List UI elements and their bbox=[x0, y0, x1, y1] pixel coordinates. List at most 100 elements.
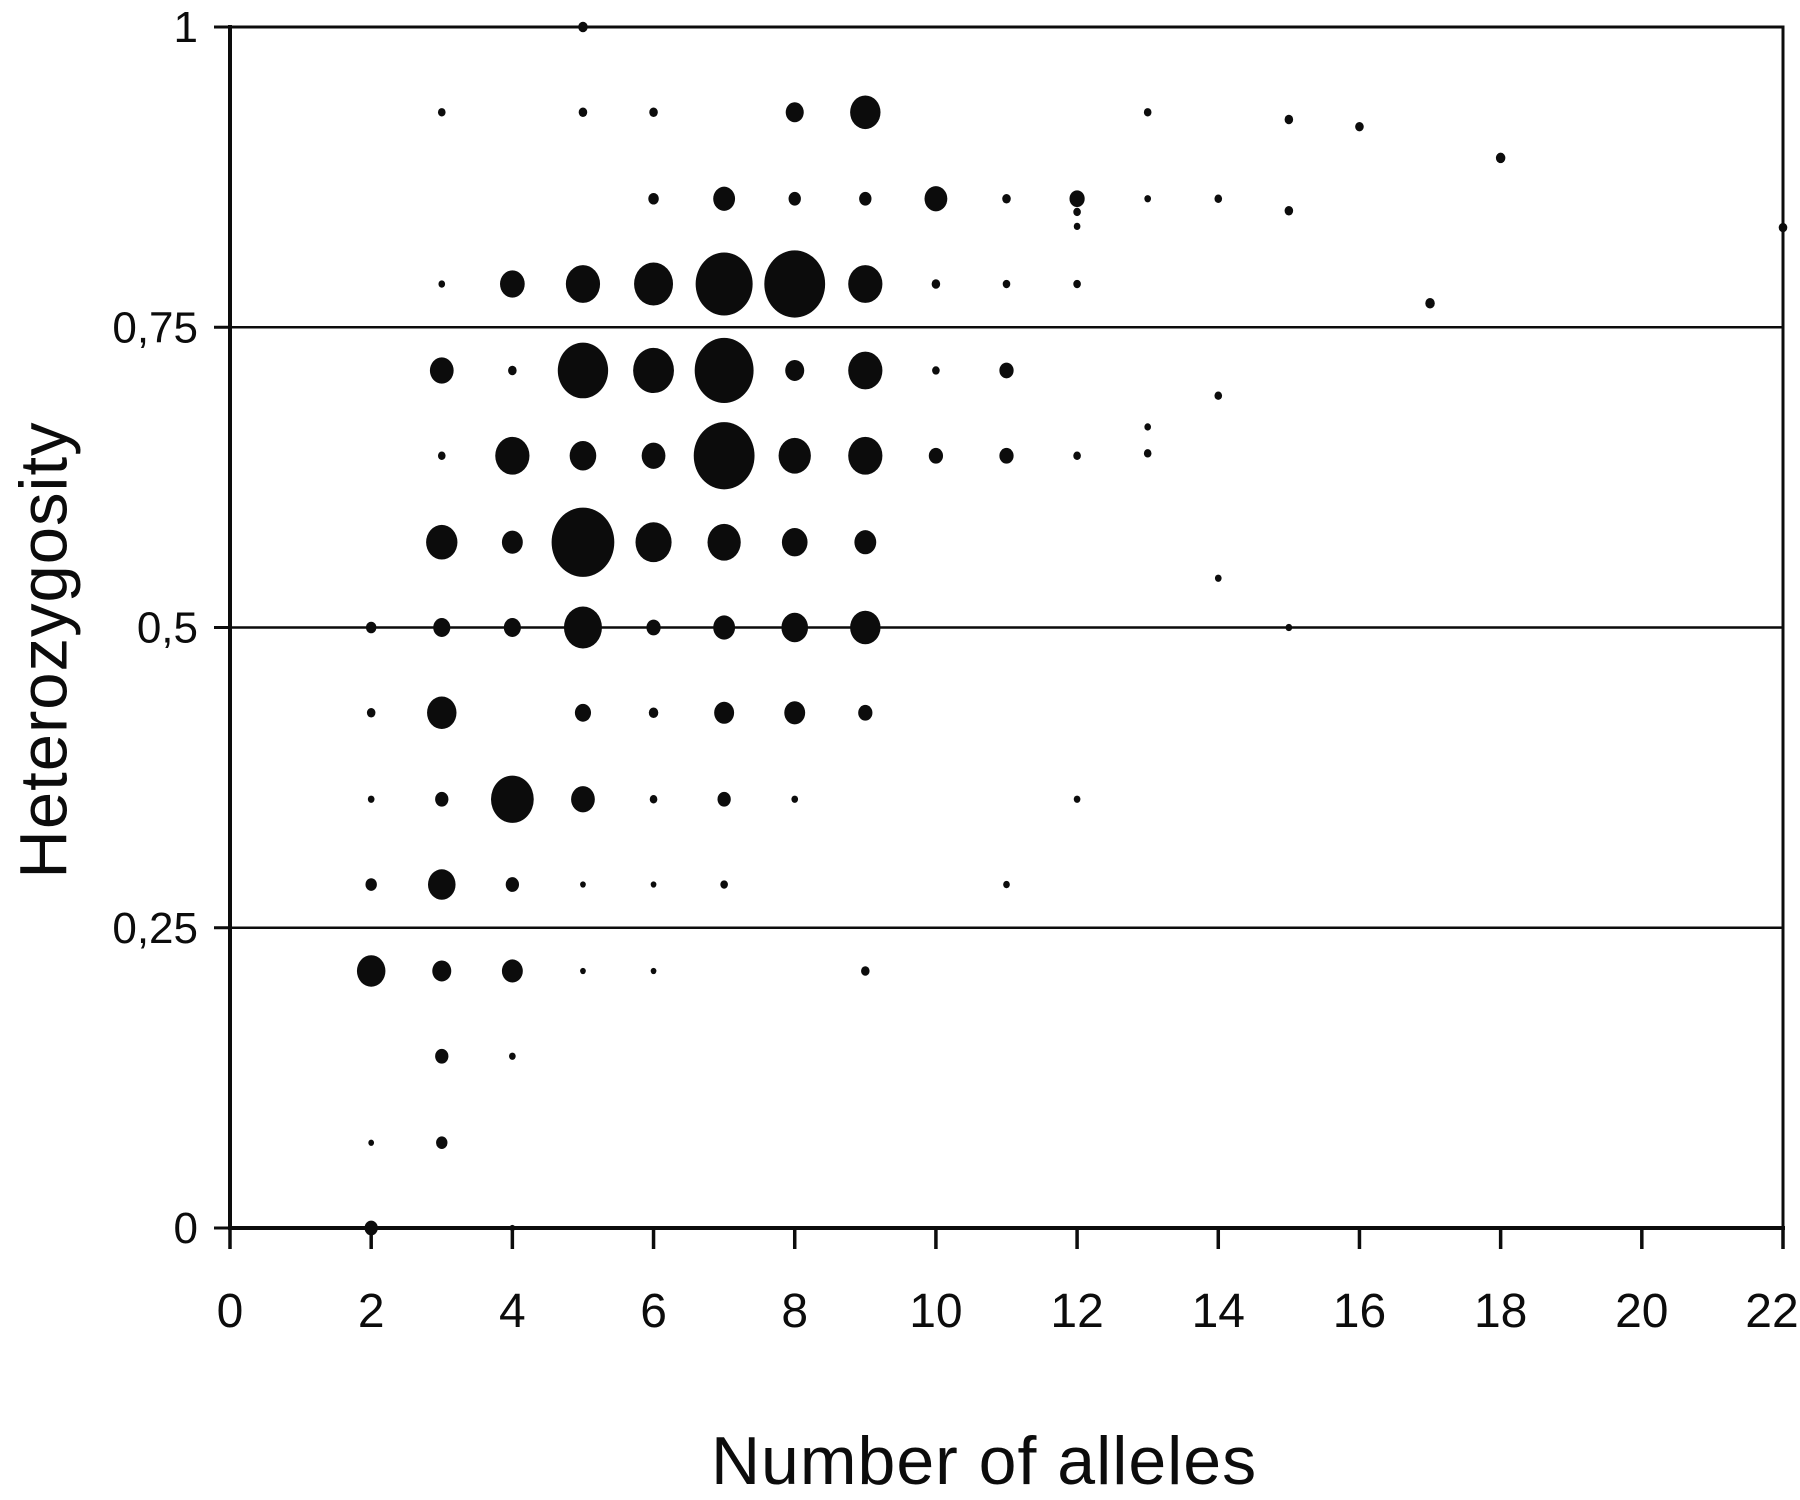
data-point bbox=[356, 955, 386, 987]
data-point bbox=[1144, 195, 1152, 203]
data-point bbox=[436, 1136, 448, 1150]
data-point bbox=[650, 967, 657, 975]
data-point bbox=[924, 186, 948, 212]
data-point bbox=[437, 108, 446, 117]
data-point bbox=[931, 279, 941, 289]
data-point bbox=[503, 618, 521, 637]
data-point bbox=[850, 95, 881, 130]
x-tick-label: 2 bbox=[358, 1285, 385, 1338]
data-point bbox=[854, 530, 877, 555]
data-point bbox=[693, 422, 755, 490]
x-tick-label: 8 bbox=[781, 1285, 808, 1338]
data-point bbox=[437, 451, 446, 460]
data-point bbox=[1073, 222, 1081, 231]
data-point bbox=[764, 250, 826, 318]
x-tick-label: 0 bbox=[217, 1285, 244, 1338]
data-point bbox=[500, 270, 525, 298]
data-point bbox=[438, 280, 446, 288]
data-point bbox=[1355, 121, 1364, 132]
data-point bbox=[781, 528, 808, 557]
data-point bbox=[713, 186, 736, 211]
data-point bbox=[509, 1052, 516, 1060]
data-point bbox=[432, 960, 452, 982]
data-point bbox=[784, 701, 806, 725]
x-tick-label: 4 bbox=[499, 1285, 526, 1338]
data-point bbox=[717, 791, 731, 807]
data-point bbox=[634, 262, 674, 306]
y-tick-label: 0,5 bbox=[137, 604, 198, 653]
data-point bbox=[427, 696, 457, 730]
data-point bbox=[1214, 391, 1223, 400]
data-point bbox=[1284, 114, 1294, 125]
data-point bbox=[785, 359, 805, 381]
data-point bbox=[1425, 297, 1435, 309]
data-point bbox=[1495, 152, 1506, 164]
data-point bbox=[580, 967, 586, 975]
data-point bbox=[648, 192, 659, 205]
data-point bbox=[1002, 194, 1011, 204]
data-point bbox=[569, 441, 597, 471]
data-point bbox=[1284, 206, 1294, 216]
data-point bbox=[551, 507, 615, 577]
data-point bbox=[366, 708, 376, 718]
data-point bbox=[429, 357, 454, 384]
data-point bbox=[1069, 190, 1085, 208]
data-point bbox=[788, 191, 801, 206]
data-point bbox=[578, 107, 588, 117]
y-tick-label: 0,25 bbox=[112, 904, 198, 953]
data-point bbox=[635, 522, 672, 563]
data-point bbox=[707, 523, 741, 561]
data-point bbox=[778, 437, 811, 474]
y-axis-title: Heterozygosity bbox=[6, 421, 82, 879]
data-point bbox=[505, 877, 520, 892]
y-tick-label: 0,75 bbox=[112, 303, 198, 352]
data-point bbox=[649, 795, 658, 804]
data-point bbox=[368, 1139, 375, 1146]
data-point bbox=[365, 878, 377, 891]
data-point bbox=[1214, 194, 1223, 203]
data-point bbox=[1214, 574, 1222, 582]
data-point bbox=[720, 880, 728, 889]
data-point bbox=[508, 365, 517, 376]
data-point bbox=[650, 881, 657, 888]
data-point bbox=[858, 704, 873, 721]
data-point bbox=[713, 615, 736, 640]
data-point bbox=[850, 610, 881, 645]
data-point bbox=[1143, 449, 1152, 458]
data-point bbox=[932, 366, 940, 375]
data-point bbox=[365, 621, 377, 634]
x-tick-label: 12 bbox=[1050, 1285, 1103, 1338]
data-point bbox=[427, 869, 456, 900]
y-tick-label: 1 bbox=[174, 3, 198, 52]
data-point bbox=[859, 191, 872, 206]
data-point bbox=[648, 707, 659, 719]
data-point bbox=[509, 1224, 516, 1232]
data-point bbox=[578, 21, 588, 33]
data-point bbox=[1073, 207, 1081, 217]
data-point bbox=[694, 337, 754, 404]
data-point bbox=[367, 795, 375, 803]
x-tick-label: 10 bbox=[909, 1285, 962, 1338]
data-point bbox=[781, 612, 809, 643]
data-point bbox=[571, 786, 595, 813]
x-tick-label: 18 bbox=[1474, 1285, 1527, 1338]
data-point bbox=[633, 347, 674, 394]
data-point bbox=[557, 342, 609, 399]
data-point bbox=[565, 265, 601, 303]
x-axis-title: Number of alleles bbox=[710, 1423, 1258, 1499]
data-point bbox=[433, 618, 451, 637]
data-point bbox=[646, 619, 661, 636]
data-point bbox=[435, 791, 449, 807]
data-point bbox=[1285, 623, 1293, 632]
x-tick-label: 6 bbox=[640, 1285, 667, 1338]
data-point bbox=[791, 795, 799, 803]
data-point bbox=[848, 436, 883, 475]
data-point bbox=[928, 447, 944, 464]
data-point bbox=[501, 530, 523, 554]
data-point bbox=[426, 524, 458, 560]
data-point bbox=[649, 107, 658, 117]
data-point bbox=[999, 447, 1014, 464]
x-tick-label: 14 bbox=[1192, 1285, 1245, 1338]
